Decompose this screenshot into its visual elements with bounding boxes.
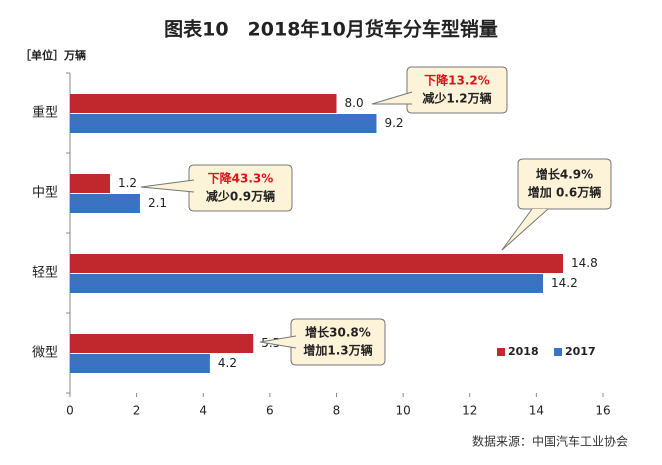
callout-text: 增加 0.6万辆 <box>528 185 601 200</box>
x-tick-label: 6 <box>266 404 274 418</box>
callout-pointer <box>259 335 297 349</box>
callout-text: 下降43.3% <box>208 171 274 186</box>
callout-pointer <box>501 208 549 251</box>
callout-text: 减少1.2万辆 <box>422 91 491 106</box>
value-label: 14.2 <box>551 276 578 290</box>
y-tick-label: 重型 <box>32 105 58 121</box>
bar <box>70 94 337 113</box>
callout-text: 减少0.9万辆 <box>206 189 275 204</box>
x-tick-label: 10 <box>395 404 410 418</box>
bar <box>70 254 564 273</box>
x-tick-label: 16 <box>595 404 610 418</box>
value-label: 9.2 <box>384 116 403 130</box>
callout-box <box>188 164 293 212</box>
value-label: 8.0 <box>345 96 364 110</box>
callout-text: 下降13.2% <box>424 73 490 88</box>
x-tick-label: 4 <box>199 404 207 418</box>
legend-label: 2018 <box>508 345 539 358</box>
x-tick-label: 2 <box>133 404 141 418</box>
bar <box>70 114 377 133</box>
callout-text: 增长4.9% <box>536 167 593 182</box>
bar <box>70 274 544 293</box>
value-label: 1.2 <box>118 176 137 190</box>
callout-box <box>517 158 612 210</box>
x-tick-label: 12 <box>462 404 477 418</box>
bar <box>70 334 254 353</box>
y-tick-label: 轻型 <box>32 266 58 281</box>
unit-label: ［单位］万辆 <box>20 48 86 62</box>
legend-swatch <box>497 348 505 356</box>
callout-box <box>406 66 508 114</box>
bar <box>70 194 140 213</box>
value-label: 4.2 <box>218 356 237 370</box>
source: 数据来源：中国汽车工业协会 <box>472 434 628 449</box>
callout-text: 增加1.3万辆 <box>303 343 372 358</box>
y-tick-label: 微型 <box>32 346 58 361</box>
legend-label: 2017 <box>565 345 596 358</box>
chart-title: 图表10 2018年10月货车分车型销量 <box>164 18 498 41</box>
callout-pointer <box>140 179 195 193</box>
value-label: 2.1 <box>148 196 167 210</box>
legend-swatch <box>554 348 562 356</box>
x-tick-label: 8 <box>333 404 341 418</box>
bar <box>70 354 210 373</box>
bar <box>70 174 110 193</box>
callout-text: 增长30.8% <box>305 325 371 340</box>
x-tick-label: 0 <box>66 404 74 418</box>
value-label: 14.8 <box>571 256 598 270</box>
x-tick-label: 14 <box>529 404 544 418</box>
y-tick-label: 中型 <box>32 186 58 201</box>
callout-box <box>290 318 386 366</box>
callout-pointer <box>371 91 413 105</box>
